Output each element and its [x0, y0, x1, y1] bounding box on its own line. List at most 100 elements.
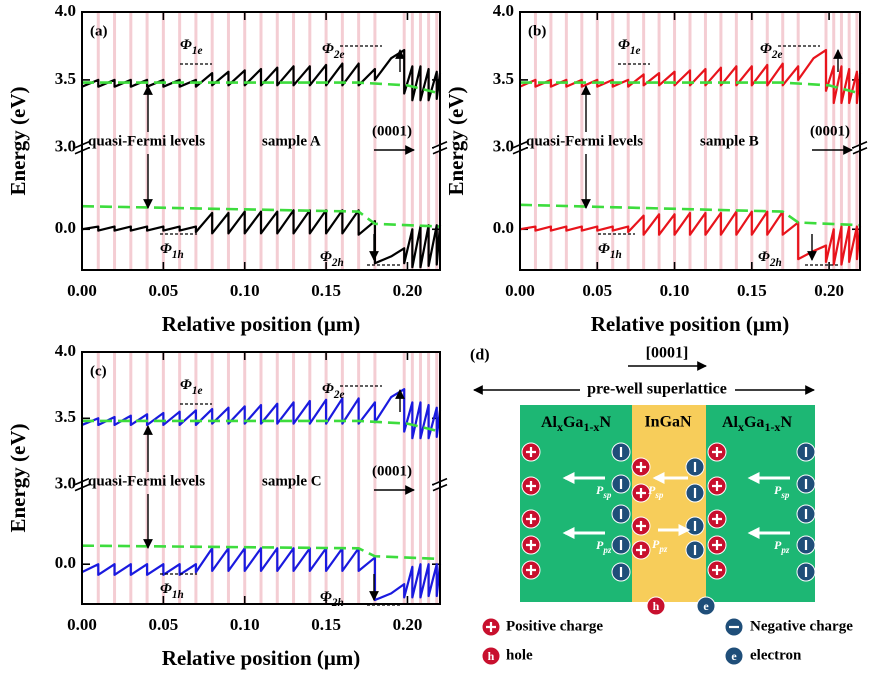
x-tick-label: 0.20: [393, 281, 423, 300]
positive-charge: [646, 596, 666, 616]
text-part: Φ: [320, 249, 332, 265]
annotation: Φ1h: [160, 581, 184, 600]
positive-charge: [481, 646, 501, 666]
annotation: Φ2h: [320, 589, 344, 608]
y-tick-label: 3.0: [55, 137, 76, 156]
layer-label: InGaN: [644, 414, 692, 431]
y-tick-label: 4.0: [493, 1, 514, 20]
subscript: 1h: [172, 249, 184, 261]
y-axis-title: Energy (eV): [6, 423, 30, 532]
subscript: 1-x: [764, 420, 780, 434]
subscript: 1e: [192, 385, 203, 397]
text-part: P: [774, 483, 782, 497]
band-edge: [81, 388, 442, 440]
text-part: P: [596, 483, 604, 497]
annotation: Φ2e: [322, 381, 344, 400]
x-axis-title: Relative position (μm): [162, 312, 361, 336]
annotation: quasi-Fermi levels: [526, 133, 643, 149]
text-part: Φ: [760, 41, 772, 57]
legend-label: hole: [506, 647, 533, 663]
plus-sign: [526, 447, 536, 457]
annotation: sample B: [700, 133, 759, 149]
text-part: Ga: [744, 414, 764, 431]
plus-sign: [486, 622, 496, 632]
fermi-level: [519, 203, 861, 227]
x-tick-label: 0.15: [311, 615, 341, 634]
subscript: 1e: [192, 45, 203, 57]
text-part: Φ: [320, 589, 332, 605]
carrier-symbol: e: [731, 649, 737, 663]
polarization-label: Ppz: [774, 538, 790, 555]
well-layer: [632, 405, 706, 602]
annotation: (0001): [372, 463, 412, 479]
text-part: Φ: [160, 241, 172, 257]
fermi-level: [520, 81, 861, 95]
polarization-label: Psp: [596, 483, 612, 500]
subscript: 2h: [331, 257, 344, 269]
y-tick-label: 3.5: [493, 69, 514, 88]
span-label: pre-well superlattice: [587, 381, 727, 398]
plot-frame: [81, 351, 441, 605]
annotation: sample A: [262, 133, 321, 149]
annotation: Φ1e: [618, 37, 640, 56]
negative-charge: [724, 646, 744, 666]
subscript: 1h: [172, 589, 184, 601]
text-part: N: [599, 414, 611, 431]
subscript: pz: [780, 545, 790, 555]
text-part: Φ: [322, 381, 334, 397]
subscript: 2h: [331, 597, 344, 609]
y-tick-label: 3.0: [55, 474, 76, 493]
plus-sign: [712, 447, 722, 457]
subscript: 1-x: [583, 420, 599, 434]
plot-frame: [519, 11, 861, 271]
y-tick-label: 4.0: [55, 1, 76, 20]
text-part: Φ: [758, 249, 770, 265]
x-tick-label: 0.00: [505, 281, 535, 300]
y-tick-label: 0.0: [493, 218, 514, 237]
text-part: Φ: [618, 37, 630, 53]
polarization-label: Psp: [648, 483, 664, 500]
x-tick-label: 0.20: [814, 281, 844, 300]
plus-sign: [636, 462, 646, 472]
band-edge: [519, 210, 862, 266]
chart: 0.03.03.54.00.00 0.05 0.10 0.15 0.20(c)Φ1e Φ2…: [6, 341, 448, 670]
subscript: 2h: [769, 257, 782, 269]
x-tick-label: 0.10: [660, 281, 690, 300]
annotation: Φ1h: [160, 241, 184, 260]
carrier-symbol: h: [488, 649, 495, 663]
subscript: x: [557, 420, 563, 434]
band-edge: [81, 547, 442, 602]
text-part: Φ: [180, 377, 192, 393]
chart: 0.03.03.54.00.00 0.05 0.10 0.15 0.20(a)Φ1e Φ2…: [6, 1, 448, 336]
plus-sign: [636, 545, 646, 555]
legend-label: Positive charge: [506, 618, 603, 634]
text-part: Φ: [322, 41, 334, 57]
plus-sign: [712, 540, 722, 550]
plus-sign: [526, 481, 536, 491]
y-tick-label: 0.0: [55, 218, 76, 237]
subscript: 2e: [333, 389, 345, 401]
carrier-symbol: h: [653, 599, 660, 613]
text-part: P: [648, 483, 656, 497]
annotation: (0001): [810, 123, 850, 139]
text-part: Φ: [598, 241, 610, 257]
y-tick-label: 4.0: [55, 341, 76, 360]
x-tick-label: 0.00: [67, 281, 97, 300]
text-part: Φ: [160, 581, 172, 597]
x-tick-label: 0.05: [148, 281, 178, 300]
x-tick-label: 0.10: [230, 615, 260, 634]
subscript: pz: [602, 545, 612, 555]
x-tick-label: 0.15: [311, 281, 341, 300]
polarization-label: Ppz: [652, 537, 668, 554]
annotation: (0001): [372, 123, 412, 139]
y-tick-label: 3.5: [55, 407, 76, 426]
subscript: 2e: [333, 49, 345, 61]
x-tick-label: 0.10: [230, 281, 260, 300]
polarization-label: Psp: [774, 483, 790, 500]
plus-sign: [526, 514, 536, 524]
subscript: x: [738, 420, 744, 434]
plus-sign: [526, 540, 536, 550]
layer-label: AlxGa1-xN: [541, 414, 611, 434]
